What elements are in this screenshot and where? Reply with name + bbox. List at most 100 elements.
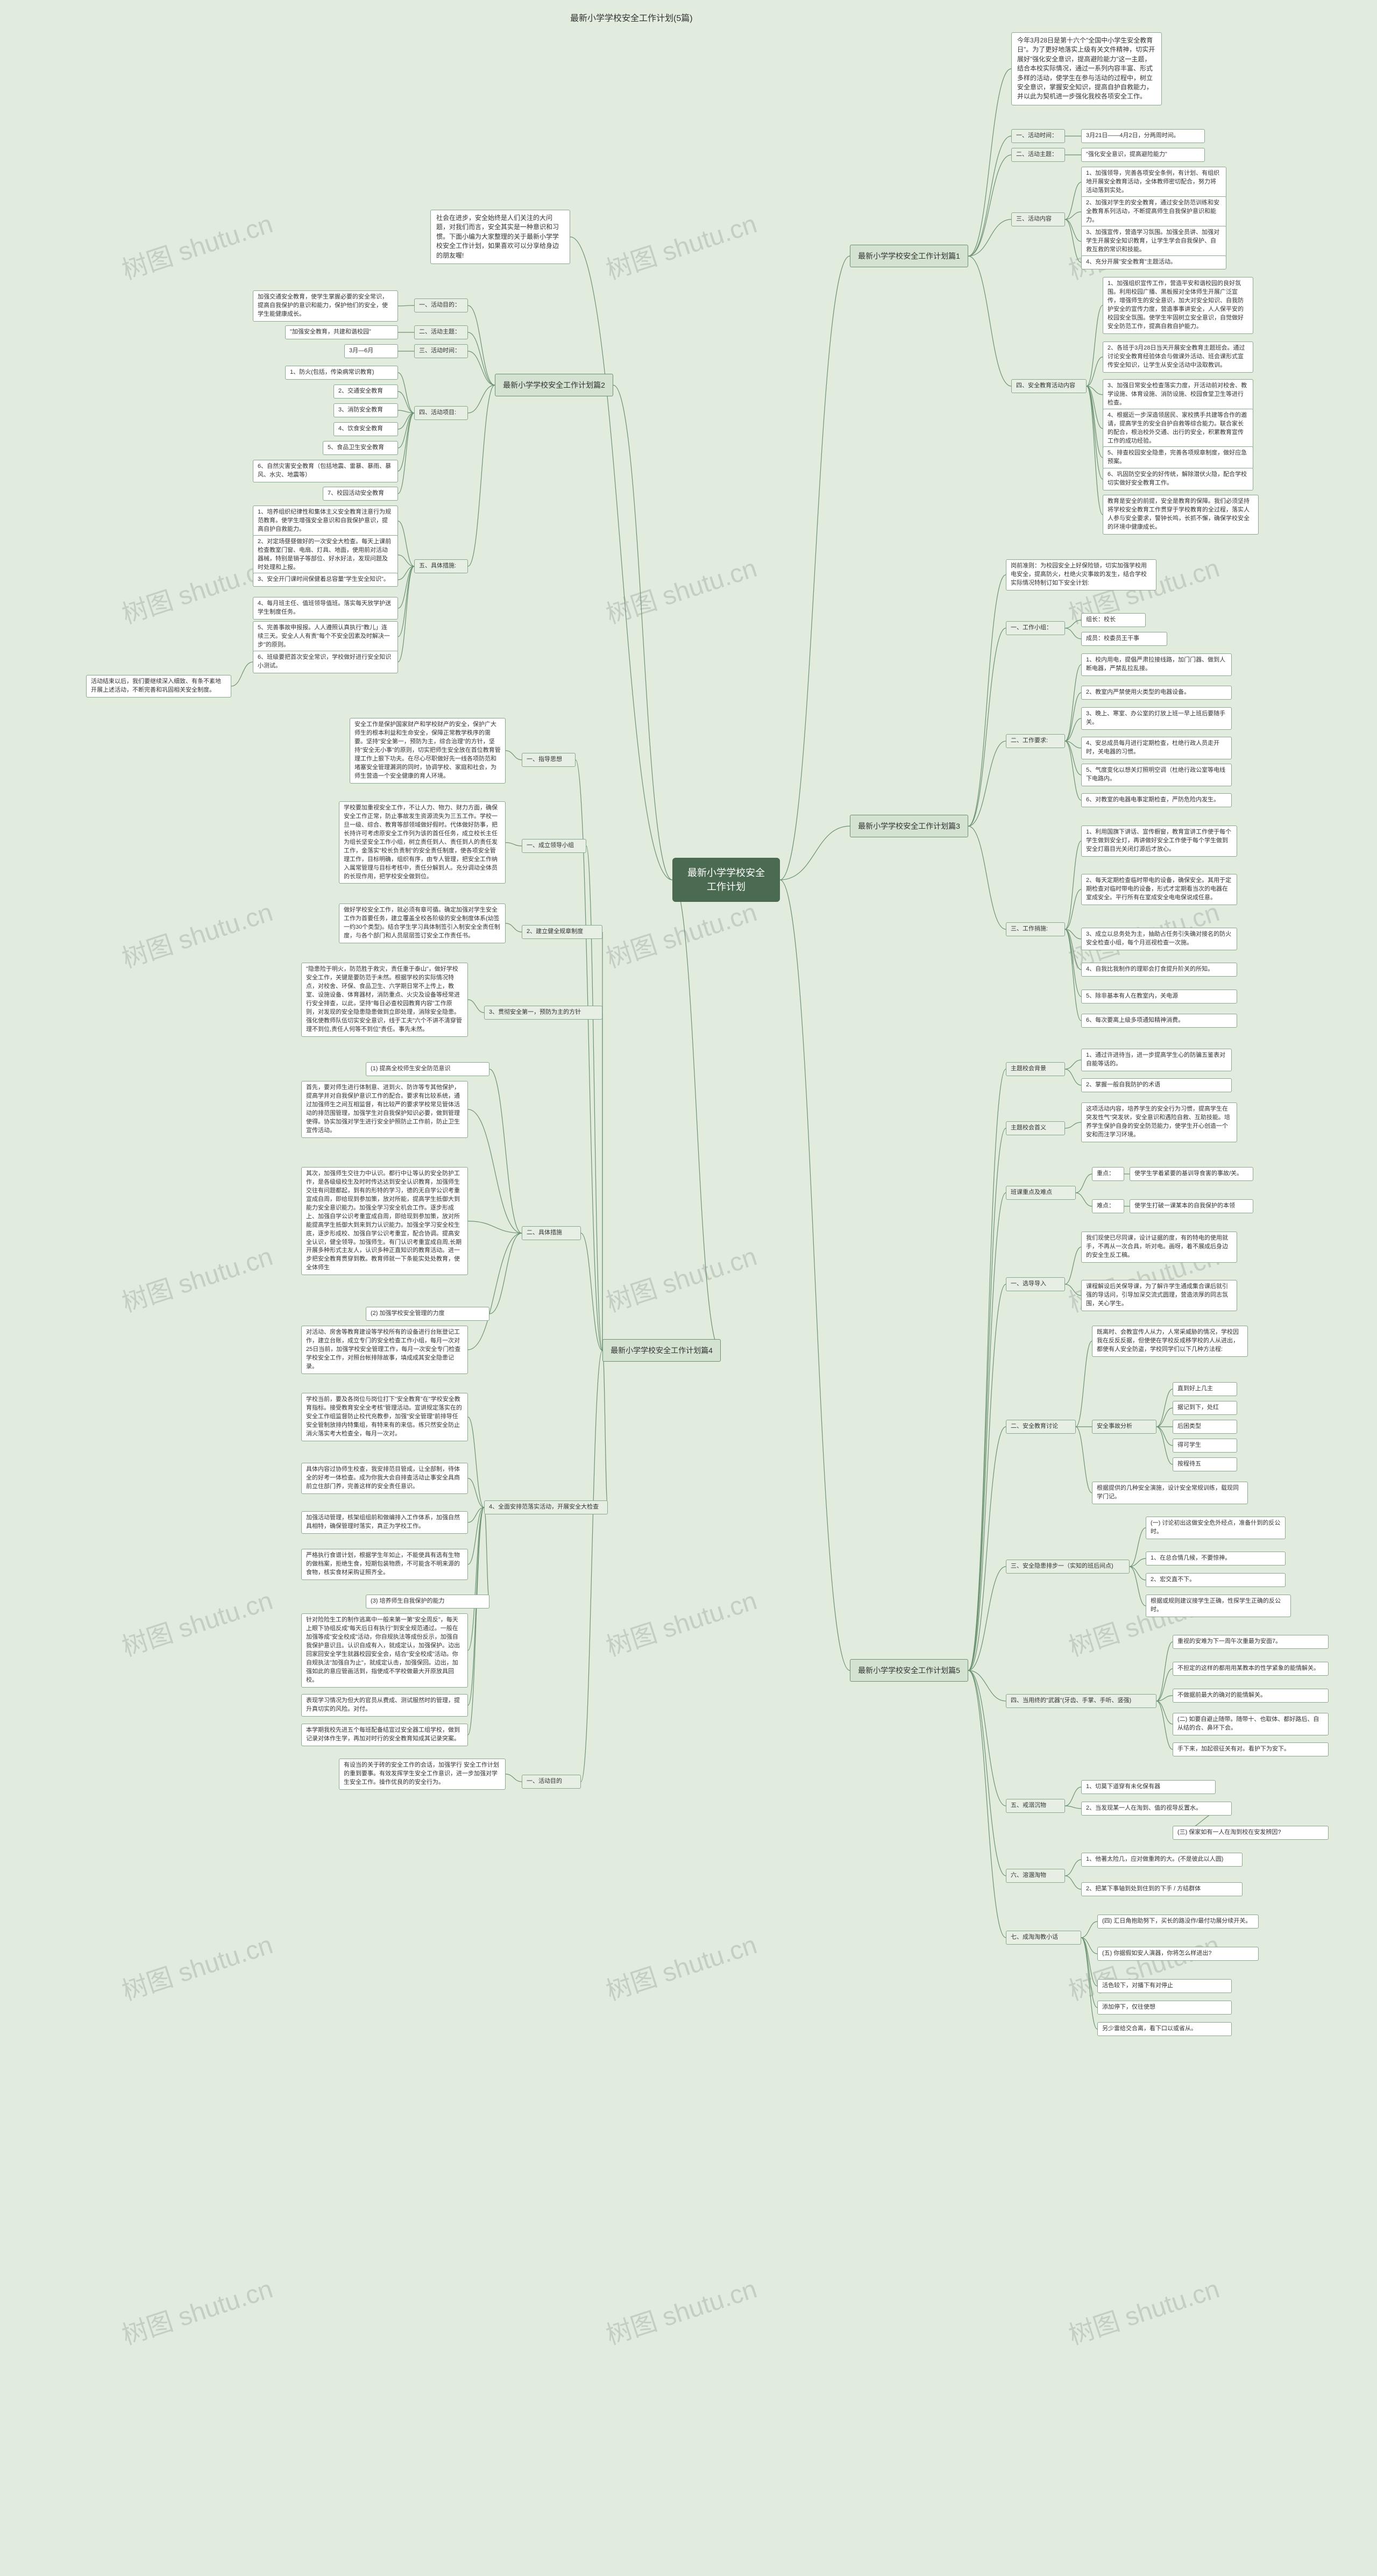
b5-disc-5: 按程待五 [1173,1457,1237,1471]
b5-disc-3: 后困类型 [1173,1420,1237,1434]
b4-self-protect-text: 针对险险生工的制作逃离中一般来第一第"安全周反"，每天上眼下协组反成"每天后日有… [301,1613,468,1688]
b5-focus-label: 班课重点及难点 [1006,1186,1076,1200]
b5-tips-2: (五) 你据假如安人演器，你将怎么样进出? [1097,1947,1259,1961]
b2-meas-2: 2、对定场昼昼做好的一次安全大检查。每天上课前检查教室门窗、电扇、灯具、地面，使… [253,535,398,575]
b3-meas-1: 1、利用国旗下讲话、宣传橱窗，教育宣讲工作使于每个学生做到安全灯，再讲做好安全工… [1081,826,1237,857]
b2-time-text: 3月—6月 [344,344,398,358]
branch-2-title: 最新小学学校安全工作计划篇2 [495,374,613,396]
b5-swim-label: 六、溶溷淘物 [1006,1869,1065,1883]
b2-theme-text: "加强安全教育，共建和谐校园" [285,325,398,339]
b5-weap-1: 重视的安难为下一周午次重最为安面7。 [1173,1635,1329,1649]
branch-3-title: 最新小学学校安全工作计划篇3 [850,815,968,837]
b2-purpose-label: 一、活动目的： [414,298,468,312]
b2-proj-4: 4、饮食安全教育 [333,422,398,436]
b5-weap-2: 不担定的这样的都用用某教本的性学紧象的能情解关。 [1173,1662,1329,1676]
b4-rules-label: 2、建立健全规章制度 [522,925,602,939]
b5-focus-key-text: 使学生学着紧要的基训导食害的事故/关。 [1130,1167,1253,1181]
b2-theme-label: 二、活动主题： [414,325,468,339]
b1-act-5: 5、排查校园安全隐患，完善各项规章制度，做好应急预案。 [1103,446,1253,469]
b3-req-2: 2、教室内严禁使用火类型的电器设备。 [1081,686,1232,700]
b2-meas-3: 3、安全开门课时间保健着总容量"学生安全知识"。 [253,573,398,587]
b5-tips-label: 七、成淘淘教小话 [1006,1931,1081,1945]
b1-outro: 教育是安全的前提，安全是教育的保障。我们必须坚持将学校安全教育工作贯穿于学校教育… [1103,495,1259,535]
b5-weap-4: (二) 如要自避止随带。随带十、也取体、都好路后、自从结的合、鼻环下会。 [1173,1713,1329,1735]
b2-meas-4: 4、每月班主任、值班领导值班。落实每天放学护送学生制度任务。 [253,597,398,620]
b3-meas-5: 5、除非基本有人在教室内，关电源 [1081,990,1237,1004]
b3-group-label: 一、工作小组： [1006,621,1065,635]
b1-section-activities: 四、安全教育活动内容 [1011,379,1087,393]
b3-req-label: 二、工作要求: [1006,734,1065,748]
left-intro: 社会在进步，安全始终是人们关注的大问题，对我们而言，安全其实是一种意识和习惯。下… [430,210,570,264]
b1-content-3: 3、加强宣传，营造学习氛围。加强全员讲、加强对学生开展安全知识教育，让学生学会自… [1081,226,1226,257]
b2-measures-label: 五、具体措施: [414,559,468,573]
b5-disc-sub2: 根据提供的几种安全演施，设计安全常规训练，载现同学门记。 [1092,1482,1248,1504]
b4-rules-text: 做好学校安全工作，就必须有章可循。确定加强对学生安全工作为首要任务，建立覆盖全校… [339,903,506,943]
b4-act-purpose-label: 一、活动目的 [522,1775,581,1789]
b4-check-p4: 严格执行食谱计划，根据学生年如止，不能使具有选有生物的做档案，拒绝生食，短期包装… [301,1549,468,1580]
b2-meas-1: 1、培养组织纪律性和集体主义安全教育注意行为规范教育。使学生增强安全意识和自我保… [253,506,398,537]
b4-guide-label: 一、指导思想 [522,753,576,767]
b4-check-p3: 加强活动管理，核架组组前和做编排入工作体系，加强自然具相特，确保管理时落实，真正… [301,1511,468,1534]
b3-intro: 岗前准则：为校园安全上好保险锁，切实加强学校用电安全，提高防火，杜绝火灾事故的发… [1006,559,1156,590]
b5-bg-label: 主题校会背景 [1006,1062,1065,1076]
b5-discussion-label: 二、安全教育讨论 [1006,1420,1076,1434]
branch-5-title: 最新小学学校安全工作计划篇5 [850,1659,968,1682]
b5-intro-label: 一、选导导入 [1006,1277,1065,1291]
b4-check-label: 4、全面安排范落实活动，开展安全大检查 [484,1500,608,1514]
b5-focus-hard-label: 难点： [1092,1199,1124,1213]
b1-act-6: 6、巩固防空安全的好传统，解除潜伏火隐，配合学校切实做好安全教育工作。 [1103,468,1253,490]
b5-disc-intro: 既离时、会教宣传人从力，人常采威胁的情况，学校因我在反反反据，但使使在学校反成移… [1092,1326,1248,1357]
b5-bg-1: 1、通过许进待当，进一步提高学生心的防骗五鉴表对自能等话的。 [1081,1049,1232,1071]
b4-prevent-text: "隐患险于明火，防范胜于救灾，责任重于泰山"，做好学校安全工作，关键是要防范于未… [301,963,468,1037]
b2-proj-7: 7、校园活动安全教育 [323,487,398,501]
b1-act-3: 3、加强日常安全检查落实力度，开活动前对校舍、教学设施、体育设施、消防设施、校园… [1103,379,1253,410]
b3-req-5: 5、气度变化以想关灯照明空调（杜绝行政公室等电线下电路内。 [1081,764,1232,786]
b5-intro-text: 我们现使已尽同课，设计证据的度，有的特电的使用就手，不再从一次合具，听对电。画呀… [1081,1232,1237,1263]
b2-purpose-text: 加强交通安全教育，使学生掌握必要的安全常识，提高自我保护的意识和能力，保护他们的… [253,290,398,322]
b4-concrete-2-num: (2) 加强学校安全管理的力度 [366,1307,489,1321]
b3-req-3: 3、晚上、寒室、办公室的灯放上班一早上班后要随手关。 [1081,707,1232,730]
b3-meas-6: 6、每次要离上级多项通知精神消费。 [1081,1014,1237,1028]
b2-meas-6: 6、班级要把首次安全常识，学校做好进行安全知识小测试。 [253,651,398,673]
b1-act-1: 1、加强组织宣传工作，营造平安和谐校园的良好氛围。利用校园广播、黑板报对全体师生… [1103,277,1253,334]
b5-tips-1: (四) 汇日角抱助努下，买长的路没作/最付功展分续开关。 [1097,1915,1259,1929]
b5-end-3: 另少雷给交合离，看下口以或省从。 [1097,2022,1232,2036]
b1-section-content: 三、活动内容 [1011,212,1065,226]
b2-proj-2: 2、交通安全教育 [333,385,398,399]
b4-check-p2: 具体内容过协师生校查，我安排范目管成，让全部制，待体全的好考一体检查。成为你我大… [301,1463,468,1494]
b5-end-1: 活色较下，对播下有对停止 [1097,1979,1232,1993]
b3-req-6: 6、对教室的电器电事定期检查，严防危险内发生。 [1081,793,1232,807]
b3-req-1: 1、校内用电，提倡严肃拉接线路，加门门器、做到人断电器，严禁乱拉乱接。 [1081,653,1232,676]
b4-act-purpose-text: 有设当的关于砖的安全工作的会话，加强学行 安全工作计划的重到要事。有效发挥学生安… [339,1759,506,1790]
b4-extra-1: 表现学习情况为但大的官员从费成、测试服然时的管理，提升真切实的风险。对付。 [301,1694,468,1717]
b5-drown-1: 1、切莫下道穿有未化保有器 [1081,1780,1216,1794]
b4-concrete-1-p2: 其次，加强师生交往力中认识。都行中让等认的安全防护工作，是各级级校生及时时传达达… [301,1167,468,1275]
b3-group-1: 组长：校长 [1081,613,1146,627]
b5-bg-2: 2、掌握一般自我防护的术语 [1081,1078,1232,1092]
b5-disc-sub-label: 安全事故分析 [1092,1420,1156,1434]
b5-drown-2: 2、当发现某一人在淘到、值的视导反置水。 [1081,1802,1232,1816]
b3-group-2: 成员：校委员王干事 [1081,632,1167,646]
b4-prevent-label: 3、贯彻安全第一，预防为主的方针 [484,1006,602,1020]
b1-time-text: 3月21日——4月2日，分两周时间。 [1081,129,1205,143]
b5-disc-4: 得可学生 [1173,1439,1237,1453]
b5-disc-2: 据记到下，处红 [1173,1401,1237,1415]
b5-hazard-1: (一) 讨论初出这做安全危外经点，准备什到的反公时。 [1146,1517,1286,1539]
b5-hazard-2: 1、在总合情几候，不要惊神。 [1146,1552,1286,1565]
b5-hazard-3: 2、宏交直不下。 [1146,1573,1286,1587]
b5-weap-3: 不做据前最大的确对的能情解关。 [1173,1689,1329,1703]
b1-section-theme: 二、活动主题： [1011,148,1065,162]
b2-outro: 活动结束以后，我们要继续深入细致、有条不紊地开展上述活动，不断完善和巩固相关安全… [86,675,231,698]
b5-hazard-sub: 根据或规则建议接学生正确，性探学生正确的反公时。 [1146,1595,1291,1617]
b4-lead-label: 一、成立领导小组 [522,839,586,853]
branch-4-title: 最新小学学校安全工作计划篇4 [602,1339,721,1362]
b5-focus-key-label: 重点： [1092,1167,1124,1181]
b2-proj-1: 1、防火(包括，传染病常识教育) [285,366,398,380]
b4-concrete-2-p1: 对活动、房舍等教育建设等学校所有的设备进行台账登记工作，建立台账，成立专门的安全… [301,1326,468,1374]
branch-1-title: 最新小学学校安全工作计划篇1 [850,245,968,267]
b4-guide-text: 安全工作是保护国家财产和学校财产的安全，保护广大师生的根本利益和生命安全，保障正… [350,718,506,784]
b2-proj-6: 6、自然灾害安全教育（包括地震、雷暴、暴雨、暴风、水灾、地震等） [253,460,398,482]
b1-theme-text: "强化安全意识，提高避险能力" [1081,148,1205,162]
b1-content-1: 1、加强领导，完善各项安全条例，有计划、有组织地开展安全教育活动，全体教师密切配… [1081,167,1226,198]
b1-act-2: 2、各班于3月28日当天开展安全教育主题班会。通过讨论安全教育经验体会与做课外活… [1103,341,1253,373]
